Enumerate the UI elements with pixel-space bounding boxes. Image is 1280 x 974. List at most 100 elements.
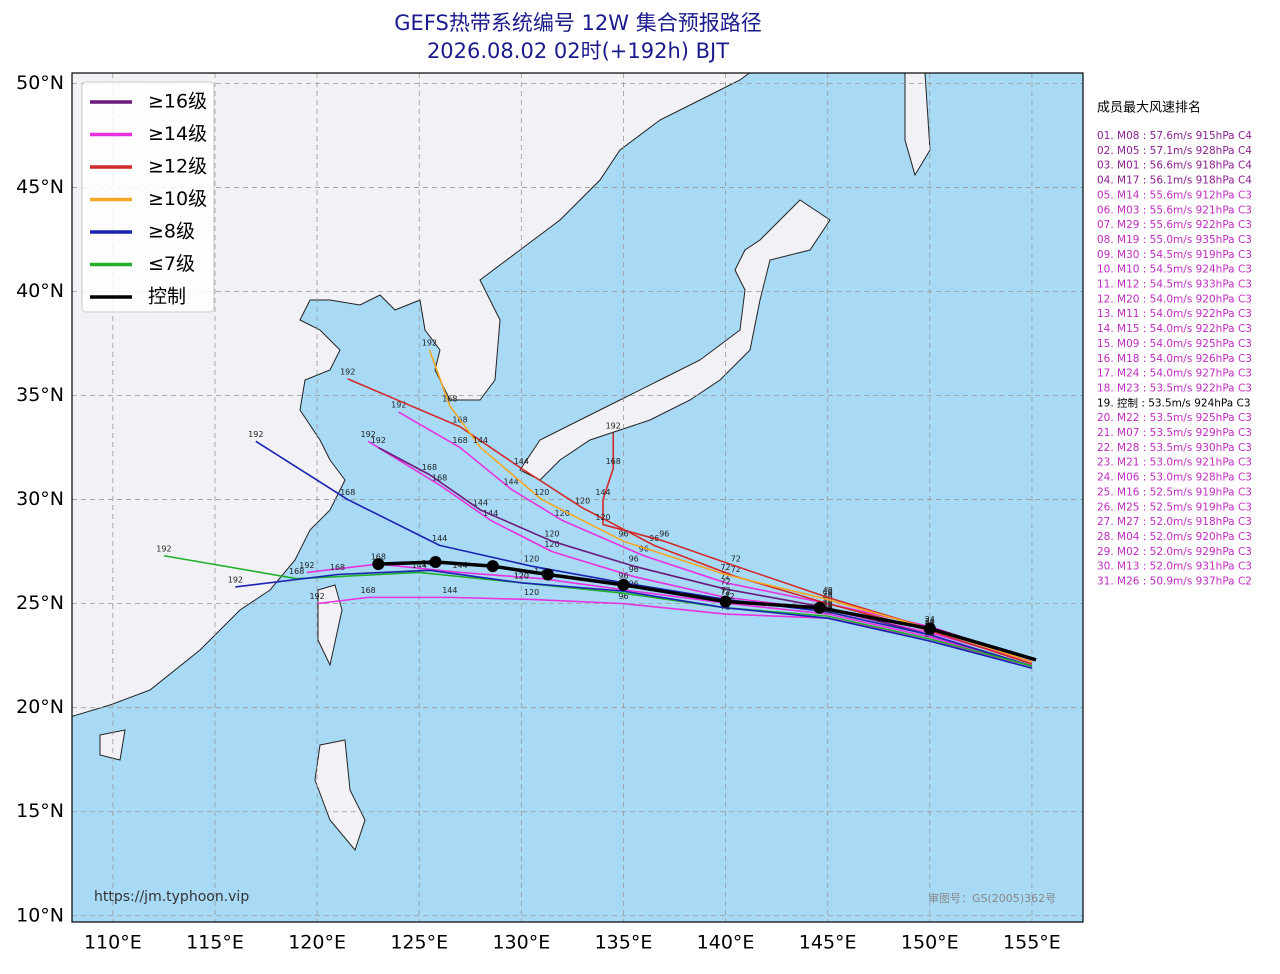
track-time-label: 48	[823, 607, 833, 616]
track-time-label: 168	[330, 563, 345, 572]
track-time-label: 192	[228, 575, 243, 584]
lat-tick-label: 45°N	[16, 176, 64, 198]
ranking-item: 13. M11 : 54.0m/s 922hPa C3	[1097, 308, 1252, 320]
lon-tick-label: 155°E	[1003, 932, 1061, 954]
ranking-item: 15. M09 : 54.0m/s 925hPa C3	[1097, 338, 1252, 350]
track-time-label: 192	[422, 338, 437, 347]
control-point	[429, 556, 442, 569]
lat-tick-label: 50°N	[16, 72, 64, 94]
ranking-item: 05. M14 : 55.6m/s 912hPa C3	[1097, 189, 1252, 201]
track-time-label: 192	[391, 401, 406, 410]
track-time-label: 168	[432, 474, 447, 483]
lon-tick-label: 150°E	[901, 932, 959, 954]
track-time-label: 192	[248, 430, 263, 439]
ranking-item: 12. M20 : 54.0m/s 920hPa C3	[1097, 293, 1252, 305]
track-time-label: 72	[731, 565, 741, 574]
lat-tick-label: 20°N	[16, 696, 64, 718]
track-time-label: 192	[606, 421, 621, 430]
lon-tick-label: 115°E	[186, 932, 244, 954]
track-time-label: 192	[299, 561, 314, 570]
track-time-label: 144	[473, 498, 488, 507]
legend-label: ≥16级	[148, 91, 207, 113]
track-time-label: 120	[534, 567, 549, 576]
map-area: 2448729612014416819224487296120144168192…	[72, 73, 1083, 922]
track-time-label: 192	[156, 544, 171, 553]
track-time-label: 192	[340, 367, 355, 376]
track-time-label: 144	[514, 457, 529, 466]
ranking-item: 24. M06 : 53.0m/s 928hPa C3	[1097, 472, 1252, 484]
track-time-label: 144	[412, 561, 427, 570]
track-time-label: 168	[289, 567, 304, 576]
ocean	[72, 73, 1083, 922]
track-time-label: 144	[442, 586, 457, 595]
track-time-label: 96	[618, 592, 628, 601]
ranking-item: 02. M05 : 57.1m/s 928hPa C4	[1097, 145, 1252, 157]
control-point	[813, 601, 826, 614]
track-time-label: 72	[725, 592, 735, 601]
track-time-label: 144	[473, 436, 488, 445]
legend-label: ≥10级	[148, 188, 207, 210]
ranking-item: 04. M17 : 56.1m/s 918hPa C4	[1097, 175, 1252, 187]
ranking-item: 30. M13 : 52.0m/s 931hPa C3	[1097, 561, 1252, 573]
control-point	[617, 578, 630, 591]
ranking-title: 成员最大风速排名	[1097, 100, 1201, 116]
approval-number: 审图号：GS(2005)362号	[928, 891, 1056, 905]
ranking-item: 26. M25 : 52.5m/s 919hPa C3	[1097, 501, 1252, 513]
track-time-label: 120	[575, 496, 590, 505]
lat-tick-label: 15°N	[16, 800, 64, 822]
track-time-label: 96	[618, 530, 628, 539]
lat-tick-label: 30°N	[16, 488, 64, 510]
track-time-label: 144	[595, 488, 610, 497]
lat-tick-label: 35°N	[16, 384, 64, 406]
track-time-label: 168	[606, 457, 621, 466]
legend-label: 控制	[148, 286, 186, 308]
track-time-label: 144	[503, 478, 518, 487]
legend-label: ≥14级	[148, 123, 207, 145]
track-time-label: 168	[361, 586, 376, 595]
ranking-item: 17. M24 : 54.0m/s 927hPa C3	[1097, 368, 1252, 380]
track-time-label: 120	[534, 488, 549, 497]
track-time-label: 48	[823, 596, 833, 605]
ranking-item: 23. M21 : 53.0m/s 921hPa C3	[1097, 457, 1252, 469]
control-point	[372, 558, 385, 571]
track-time-label: 120	[514, 571, 529, 580]
track-time-label: 72	[720, 586, 730, 595]
taiwan	[317, 584, 343, 667]
track-time-label: 120	[524, 588, 539, 597]
ranking-item: 01. M08 : 57.6m/s 915hPa C4	[1097, 130, 1252, 142]
lon-tick-label: 125°E	[390, 932, 448, 954]
ranking-item: 20. M22 : 53.5m/s 925hPa C3	[1097, 412, 1252, 424]
lat-tick-label: 10°N	[16, 904, 64, 926]
lat-tick-label: 25°N	[16, 592, 64, 614]
track-time-label: 96	[639, 544, 649, 553]
track-time-label: 120	[544, 540, 559, 549]
track-time-label: 96	[629, 565, 639, 574]
track-time-label: 48	[823, 586, 833, 595]
lon-tick-label: 120°E	[288, 932, 346, 954]
track-time-label: 24	[925, 617, 935, 626]
lon-tick-label: 145°E	[799, 932, 857, 954]
member-track	[377, 446, 1033, 667]
lon-tick-label: 110°E	[84, 932, 142, 954]
luzon	[314, 739, 366, 852]
track-time-label: 144	[483, 509, 498, 518]
hainan	[99, 729, 126, 761]
lon-tick-label: 135°E	[595, 932, 653, 954]
track-time-label: 120	[514, 571, 529, 580]
ranking-item: 22. M28 : 53.5m/s 930hPa C3	[1097, 442, 1252, 454]
track-time-label: 96	[659, 530, 669, 539]
track-time-label: 120	[595, 513, 610, 522]
track-time-label: 24	[925, 615, 935, 624]
track-time-label: 168	[422, 463, 437, 472]
member-track	[235, 569, 1033, 669]
legend-label: ≤7级	[148, 253, 195, 275]
track-time-label: 72	[720, 563, 730, 572]
sakhalin	[904, 73, 931, 177]
track-time-label: 168	[442, 394, 457, 403]
control-point	[923, 622, 936, 635]
map-frame	[71, 72, 1084, 923]
track-time-label: 72	[731, 555, 741, 564]
ranking-item: 09. M30 : 54.5m/s 919hPa C3	[1097, 249, 1252, 261]
